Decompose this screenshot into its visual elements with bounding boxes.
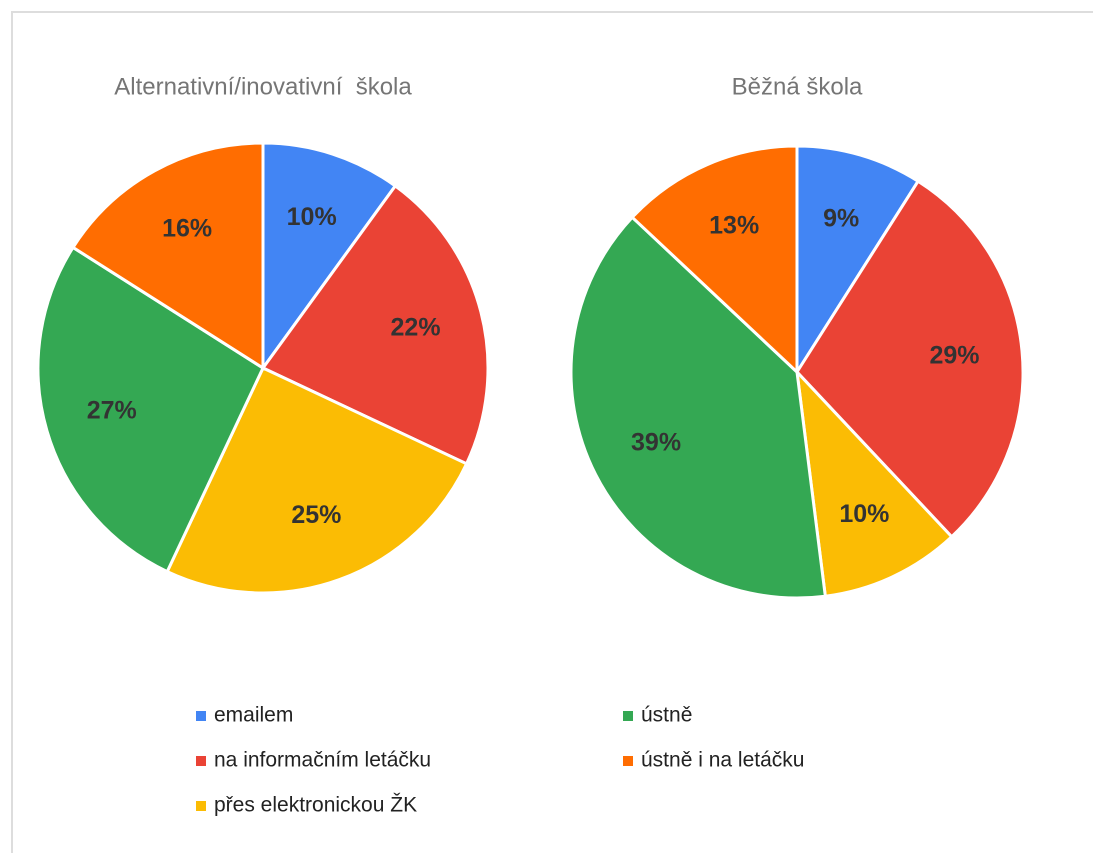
legend-label: ústně i na letáčku (641, 749, 804, 772)
pie-slice (630, 144, 799, 376)
chart-title: Alternativní/inovativní škola (114, 73, 412, 100)
legend-label: emailem (214, 704, 293, 727)
data-label: 22% (391, 313, 441, 341)
legend-marker (196, 801, 206, 811)
data-label: 27% (87, 397, 137, 425)
legend-marker (623, 711, 633, 721)
data-label: 16% (162, 215, 212, 243)
data-label: 25% (291, 501, 341, 529)
chart-title: Běžná škola (732, 73, 863, 100)
pie-slice (795, 144, 921, 378)
legend-marker (196, 711, 206, 721)
data-label: 9% (823, 205, 859, 233)
data-label: 13% (709, 211, 759, 239)
pie-slice (569, 215, 828, 600)
data-label: 29% (929, 342, 979, 370)
legend-marker (623, 756, 633, 766)
legend-marker (196, 756, 206, 766)
pie-slice (70, 141, 265, 371)
legend-label: přes elektronickou ŽK (214, 794, 417, 817)
legend-label: na informačním letáčku (214, 749, 431, 772)
pie-slice (165, 366, 469, 595)
pie-slice (261, 141, 398, 373)
data-label: 39% (631, 428, 681, 456)
pie-slice (794, 367, 954, 598)
data-label: 10% (287, 203, 337, 231)
pie-slice (795, 179, 1025, 539)
data-label: 10% (839, 500, 889, 528)
pie-slice (36, 245, 265, 574)
legend-label: ústně (641, 704, 692, 727)
